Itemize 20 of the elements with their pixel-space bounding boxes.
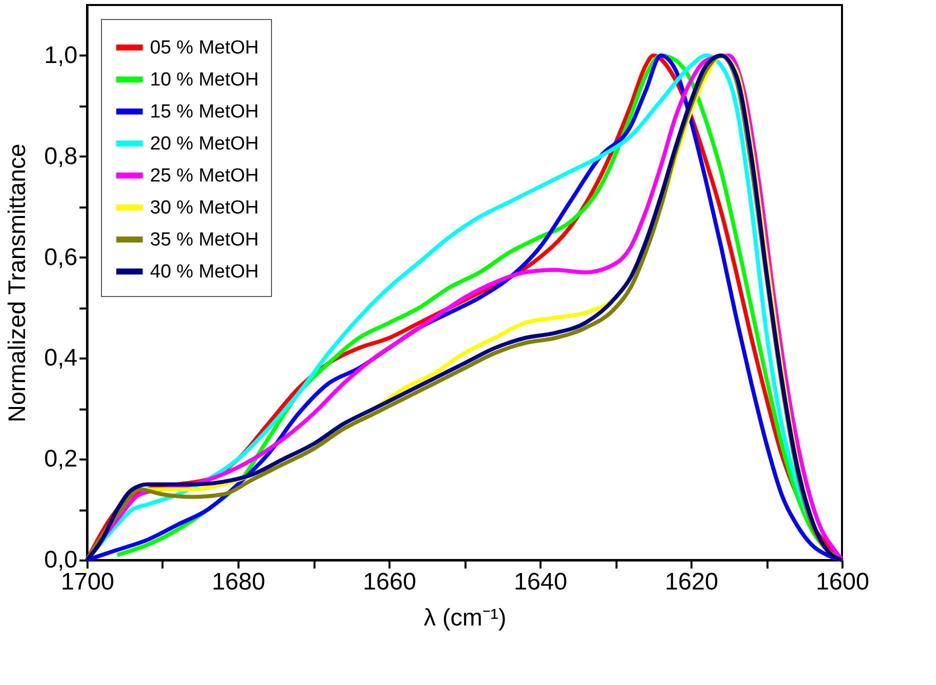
- y-tick-label: 0,2: [44, 446, 78, 473]
- legend-label: 15 % MetOH: [150, 102, 259, 122]
- y-axis-title: Normalized Transmittance: [4, 144, 32, 422]
- x-tick-label: 1680: [212, 568, 266, 596]
- x-tick-label: 1620: [664, 568, 718, 596]
- y-tick-label: 0,8: [44, 142, 78, 170]
- y-tick-label: 0,6: [44, 244, 78, 271]
- y-tick-label: 0,4: [44, 344, 78, 372]
- x-tick-label: 1640: [514, 568, 568, 596]
- x-tick-label: 1600: [816, 568, 870, 596]
- y-tick-label: 1,0: [44, 42, 78, 69]
- legend-label: 05 % MetOH: [150, 38, 259, 58]
- x-tick-label: 1660: [362, 568, 416, 596]
- legend-label: 35 % MetOH: [150, 230, 259, 250]
- legend-label: 30 % MetOH: [150, 198, 259, 218]
- legend-label: 20 % MetOH: [150, 134, 259, 154]
- x-axis-title: λ (cm⁻¹): [424, 604, 506, 632]
- legend-label: 40 % MetOH: [150, 262, 259, 282]
- legend-label: 25 % MetOH: [150, 166, 259, 186]
- legend-label: 10 % MetOH: [150, 70, 259, 90]
